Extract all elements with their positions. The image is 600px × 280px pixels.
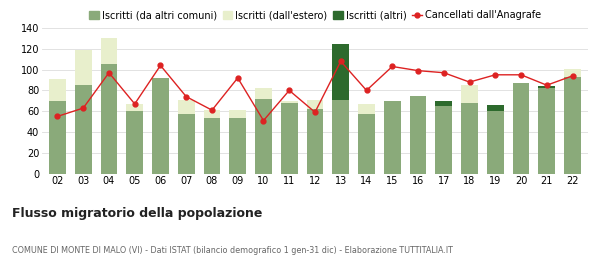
- Bar: [101, 38, 118, 64]
- Bar: [538, 88, 555, 174]
- Text: Flusso migratorio della popolazione: Flusso migratorio della popolazione: [12, 207, 262, 220]
- Bar: [538, 86, 555, 88]
- Bar: [332, 100, 349, 174]
- Legend: Iscritti (da altri comuni), Iscritti (dall'estero), Iscritti (altri), Cancellati: Iscritti (da altri comuni), Iscritti (da…: [89, 10, 541, 20]
- Bar: [281, 103, 298, 174]
- Bar: [461, 85, 478, 103]
- Bar: [178, 114, 194, 174]
- Bar: [512, 83, 529, 174]
- Bar: [127, 104, 143, 111]
- Bar: [75, 50, 92, 85]
- Bar: [101, 64, 118, 174]
- Bar: [281, 101, 298, 103]
- Bar: [127, 111, 143, 174]
- Bar: [203, 110, 220, 118]
- Bar: [410, 95, 427, 174]
- Bar: [75, 85, 92, 174]
- Bar: [332, 44, 349, 100]
- Bar: [307, 109, 323, 174]
- Bar: [436, 101, 452, 106]
- Bar: [461, 103, 478, 174]
- Bar: [358, 104, 375, 114]
- Bar: [358, 114, 375, 174]
- Text: COMUNE DI MONTE DI MALO (VI) - Dati ISTAT (bilancio demografico 1 gen-31 dic) - : COMUNE DI MONTE DI MALO (VI) - Dati ISTA…: [12, 246, 453, 255]
- Bar: [49, 101, 66, 174]
- Bar: [255, 99, 272, 174]
- Bar: [307, 100, 323, 109]
- Bar: [152, 78, 169, 174]
- Bar: [229, 118, 246, 174]
- Bar: [384, 101, 401, 174]
- Bar: [487, 105, 503, 111]
- Bar: [49, 79, 66, 101]
- Bar: [178, 100, 194, 114]
- Bar: [203, 118, 220, 174]
- Bar: [255, 88, 272, 99]
- Bar: [229, 110, 246, 118]
- Bar: [564, 77, 581, 174]
- Bar: [564, 69, 581, 77]
- Bar: [487, 111, 503, 174]
- Bar: [436, 106, 452, 174]
